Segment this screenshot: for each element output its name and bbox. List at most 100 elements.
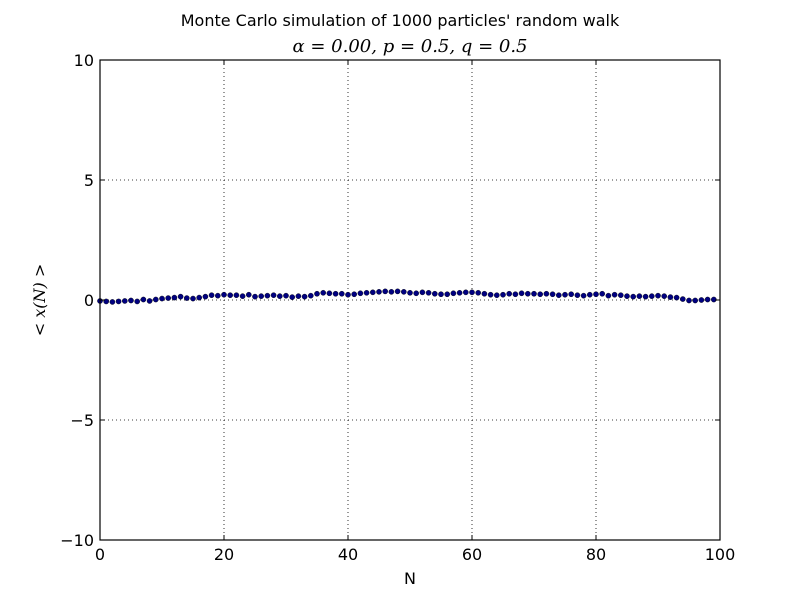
data-point [369,289,376,296]
data-point [680,296,686,302]
data-point [152,296,159,303]
data-point [252,293,258,300]
data-point [314,290,320,297]
data-point [587,291,593,298]
data-point [270,292,277,299]
data-point [537,291,544,298]
x-tick-label: 60 [462,545,482,564]
data-point [146,298,153,304]
data-point [134,298,140,305]
data-point [506,290,513,297]
data-point [444,291,451,298]
data-point [171,294,178,301]
data-point [258,293,265,299]
data-point [332,290,339,297]
data-point [307,292,314,299]
x-tick-label: 80 [586,545,606,564]
data-point [469,289,475,296]
data-point [593,291,599,298]
x-tick-label: 20 [214,545,234,564]
tick-labels: 0 20 40 60 80 100 10 5 0 −5 −10 [60,51,735,564]
data-point [382,288,389,295]
y-tick-label: 5 [84,171,94,190]
data-point [221,291,227,298]
data-point [673,294,680,301]
x-tick-label: 0 [95,545,105,564]
data-point [245,291,252,298]
data-point [159,295,165,302]
data-point [208,292,215,299]
x-axis-label: N [404,569,416,588]
data-point [692,297,699,304]
data-point [431,290,438,297]
data-point [419,289,426,296]
data-point [549,291,556,298]
data-point [580,292,587,299]
data-point [543,290,550,297]
data-point [456,289,463,296]
data-point [351,291,358,298]
data-point [376,289,382,295]
data-point [363,289,370,296]
data-point [704,296,711,303]
data-point [202,293,209,300]
data-point [122,298,128,304]
data-point [624,293,630,299]
data-point [493,292,500,299]
y-tick-label: −5 [70,411,94,430]
data-point [425,289,432,296]
y-tick-label: −10 [60,531,94,550]
grid-lines [100,60,720,540]
data-point [655,292,661,299]
data-point [649,293,655,299]
x-tick-label: 40 [338,545,358,564]
data-point [295,293,302,299]
data-point [667,294,674,300]
data-point [357,290,364,297]
data-point [531,290,537,297]
data-point [525,290,531,297]
data-point [481,290,488,297]
data-point [500,291,506,298]
chart-title: Monte Carlo simulation of 1000 particles… [181,11,620,30]
data-point [109,299,116,305]
data-point [698,297,705,303]
chart-subtitle: α = 0.00, p = 0.5, q = 0.5 [293,36,528,57]
data-point [438,291,444,298]
data-points [97,288,717,305]
y-tick-label: 0 [84,291,94,310]
y-axis-label: < x(N) > [30,264,49,337]
data-point [618,292,624,299]
data-point [611,291,618,298]
data-point [301,293,308,300]
data-point [338,290,345,297]
data-point [239,293,246,299]
data-point [320,289,327,296]
axis-ticks [99,59,721,541]
data-point [183,295,190,301]
data-point [128,297,134,304]
data-point [574,292,581,299]
data-point [115,298,122,305]
data-point [276,293,283,299]
data-point [388,289,395,295]
data-point [165,295,171,301]
data-point [400,289,407,295]
data-point [450,290,457,297]
data-point [636,293,643,299]
data-point [227,292,233,299]
data-point [661,293,668,299]
data-point [605,292,612,299]
data-point [642,293,649,300]
data-point [177,293,184,300]
data-point [462,289,469,296]
x-tick-label: 100 [705,545,736,564]
data-point [487,291,494,298]
data-point [264,292,271,299]
data-point [407,289,413,296]
data-point [214,292,221,299]
data-point [283,292,289,299]
data-point [630,293,637,300]
